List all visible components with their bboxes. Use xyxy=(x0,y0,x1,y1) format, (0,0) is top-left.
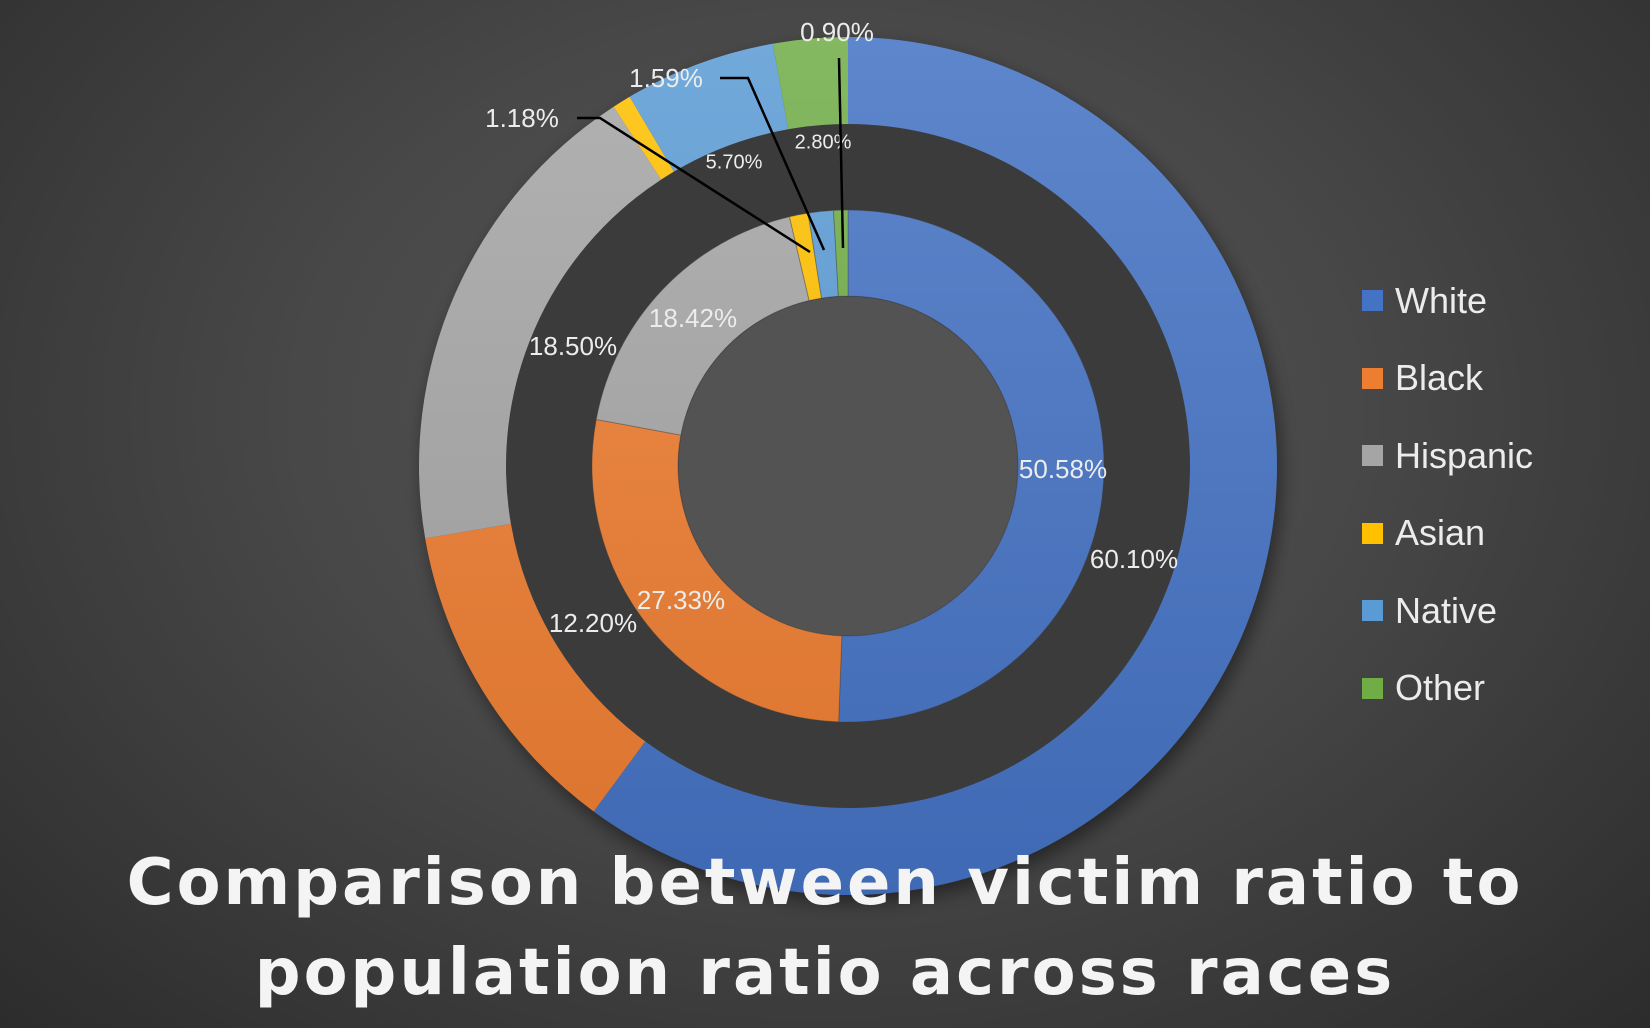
outer-slice-black xyxy=(425,523,646,812)
inner-slice-hispanic xyxy=(595,216,810,436)
inner-slice-black xyxy=(591,418,843,723)
donut-shadow xyxy=(418,37,1277,895)
outer-label-native: 5.70% xyxy=(706,151,763,173)
legend-label-other: Other xyxy=(1395,667,1486,709)
inner-label-hispanic: 18.42% xyxy=(649,303,737,333)
legend-label-asian: Asian xyxy=(1395,512,1486,554)
legend-item-asian: Asian xyxy=(1362,495,1533,573)
leader-line-other xyxy=(837,57,845,249)
outer-slice-white xyxy=(593,37,1277,896)
legend-swatch-asian xyxy=(1362,522,1383,544)
outer-label-white: 60.10% xyxy=(1090,544,1178,574)
legend-item-white: White xyxy=(1362,262,1533,340)
outer-slice-other xyxy=(772,37,848,130)
legend-item-black: Black xyxy=(1362,340,1533,418)
legend-swatch-black xyxy=(1362,367,1383,389)
outer-label-black: 12.20% xyxy=(549,608,637,638)
legend: White Black Hispanic Asian Native Other xyxy=(1362,262,1533,727)
inner-label-asian: 1.18% xyxy=(485,103,559,133)
outer-slice-asian xyxy=(613,96,674,180)
legend-item-hispanic: Hispanic xyxy=(1362,417,1533,495)
legend-label-hispanic: Hispanic xyxy=(1395,434,1534,476)
legend-item-other: Other xyxy=(1362,650,1533,728)
legend-swatch-hispanic xyxy=(1362,445,1383,467)
inner-slice-other xyxy=(833,209,849,297)
outer-slice-native xyxy=(629,43,789,172)
leader-line-native xyxy=(720,76,826,251)
inner-slice-white xyxy=(838,209,1105,723)
outer-slice-hispanic xyxy=(419,106,662,539)
legend-swatch-other xyxy=(1362,677,1383,699)
chart-title: Comparison between victim ratio to popul… xyxy=(126,846,1524,1010)
legend-label-white: White xyxy=(1395,279,1488,321)
inner-label-white: 50.58% xyxy=(1019,454,1107,484)
outer-label-hispanic: 18.50% xyxy=(529,331,617,361)
legend-swatch-white xyxy=(1362,290,1383,312)
inner-label-black: 27.33% xyxy=(637,585,725,615)
legend-label-black: Black xyxy=(1395,357,1484,399)
inner-label-native: 1.59% xyxy=(629,63,703,93)
leader-line-asian xyxy=(577,116,811,254)
legend-item-native: Native xyxy=(1362,572,1533,650)
legend-label-native: Native xyxy=(1395,589,1498,631)
outer-label-other: 2.80% xyxy=(795,131,852,153)
donut-hole xyxy=(678,296,1018,636)
inner-label-other: 0.90% xyxy=(800,17,874,47)
legend-swatch-native xyxy=(1362,600,1383,622)
